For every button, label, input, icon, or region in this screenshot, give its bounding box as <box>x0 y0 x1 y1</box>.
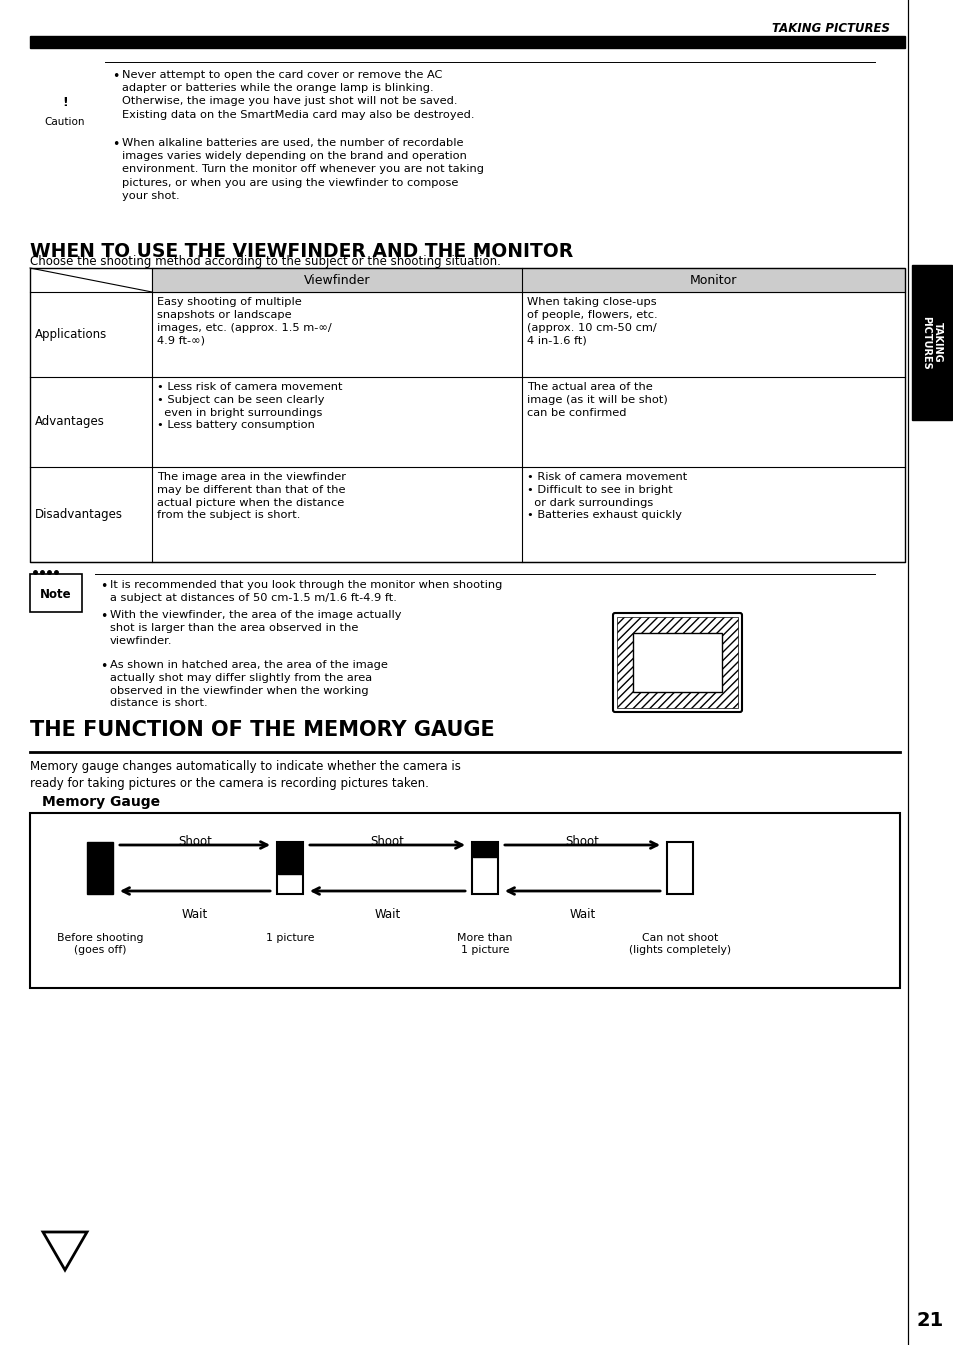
Bar <box>473 842 497 857</box>
Text: 1 picture: 1 picture <box>266 933 314 943</box>
Text: When taking close-ups
of people, flowers, etc.
(approx. 10 cm-50 cm/
4 in-1.6 ft: When taking close-ups of people, flowers… <box>526 297 657 346</box>
Text: The image area in the viewfinder
may be different than that of the
actual pictur: The image area in the viewfinder may be … <box>157 472 346 521</box>
Text: Applications: Applications <box>35 328 107 342</box>
Bar <box>276 842 303 894</box>
Text: •: • <box>100 611 108 623</box>
Text: Monitor: Monitor <box>689 273 737 286</box>
Text: The actual area of the
image (as it will be shot)
can be confirmed: The actual area of the image (as it will… <box>526 382 667 417</box>
Bar <box>617 617 738 707</box>
Text: Disadvantages: Disadvantages <box>35 508 123 521</box>
Text: Choose the shooting method according to the subject or the shooting situation.: Choose the shooting method according to … <box>30 256 500 268</box>
Bar <box>633 633 721 691</box>
Text: • Less risk of camera movement
• Subject can be seen clearly
  even in bright su: • Less risk of camera movement • Subject… <box>157 382 342 430</box>
Text: With the viewfinder, the area of the image actually
shot is larger than the area: With the viewfinder, the area of the ima… <box>110 611 401 646</box>
Text: Wait: Wait <box>569 908 595 921</box>
Bar <box>152 268 521 292</box>
Text: •: • <box>100 580 108 593</box>
Text: When alkaline batteries are used, the number of recordable
images varies widely : When alkaline batteries are used, the nu… <box>122 139 483 200</box>
Bar <box>30 812 899 989</box>
Bar <box>87 842 112 894</box>
Text: Note: Note <box>40 589 71 601</box>
Text: As shown in hatched area, the area of the image
actually shot may differ slightl: As shown in hatched area, the area of th… <box>110 660 388 709</box>
Bar <box>472 842 497 894</box>
Text: Viewfinder: Viewfinder <box>303 273 370 286</box>
Text: Before shooting
(goes off): Before shooting (goes off) <box>56 933 143 955</box>
Bar <box>30 574 82 612</box>
Text: Can not shoot
(lights completely): Can not shoot (lights completely) <box>628 933 730 955</box>
Text: Shoot: Shoot <box>565 835 598 847</box>
Bar <box>277 843 302 874</box>
Text: •: • <box>112 70 119 83</box>
Text: TAKING PICTURES: TAKING PICTURES <box>771 22 889 35</box>
Text: THE FUNCTION OF THE MEMORY GAUGE: THE FUNCTION OF THE MEMORY GAUGE <box>30 720 495 740</box>
Text: • Risk of camera movement
• Difficult to see in bright
  or dark surroundings
• : • Risk of camera movement • Difficult to… <box>526 472 686 521</box>
Bar <box>30 268 904 562</box>
Text: Easy shooting of multiple
snapshots or landscape
images, etc. (approx. 1.5 m-∞/
: Easy shooting of multiple snapshots or l… <box>157 297 332 346</box>
Text: Advantages: Advantages <box>35 416 105 429</box>
Bar <box>30 36 904 48</box>
Text: •: • <box>112 139 119 151</box>
Bar <box>666 842 692 894</box>
FancyBboxPatch shape <box>613 613 741 712</box>
Text: Wait: Wait <box>182 908 208 921</box>
Text: Shoot: Shoot <box>178 835 212 847</box>
Text: WHEN TO USE THE VIEWFINDER AND THE MONITOR: WHEN TO USE THE VIEWFINDER AND THE MONIT… <box>30 242 573 261</box>
Text: Caution: Caution <box>45 117 85 126</box>
Text: Wait: Wait <box>374 908 400 921</box>
Bar <box>521 268 904 292</box>
Text: •: • <box>100 660 108 672</box>
Text: Never attempt to open the card cover or remove the AC
adapter or batteries while: Never attempt to open the card cover or … <box>122 70 474 120</box>
Text: Memory Gauge: Memory Gauge <box>42 795 160 808</box>
Text: !: ! <box>62 97 68 109</box>
Text: It is recommended that you look through the monitor when shooting
a subject at d: It is recommended that you look through … <box>110 580 502 603</box>
Text: More than
1 picture: More than 1 picture <box>456 933 512 955</box>
Text: Memory gauge changes automatically to indicate whether the camera is
ready for t: Memory gauge changes automatically to in… <box>30 760 460 790</box>
Text: Shoot: Shoot <box>370 835 404 847</box>
Bar <box>911 265 951 420</box>
Text: 21: 21 <box>916 1310 943 1329</box>
Text: TAKING
PICTURES: TAKING PICTURES <box>921 316 942 370</box>
